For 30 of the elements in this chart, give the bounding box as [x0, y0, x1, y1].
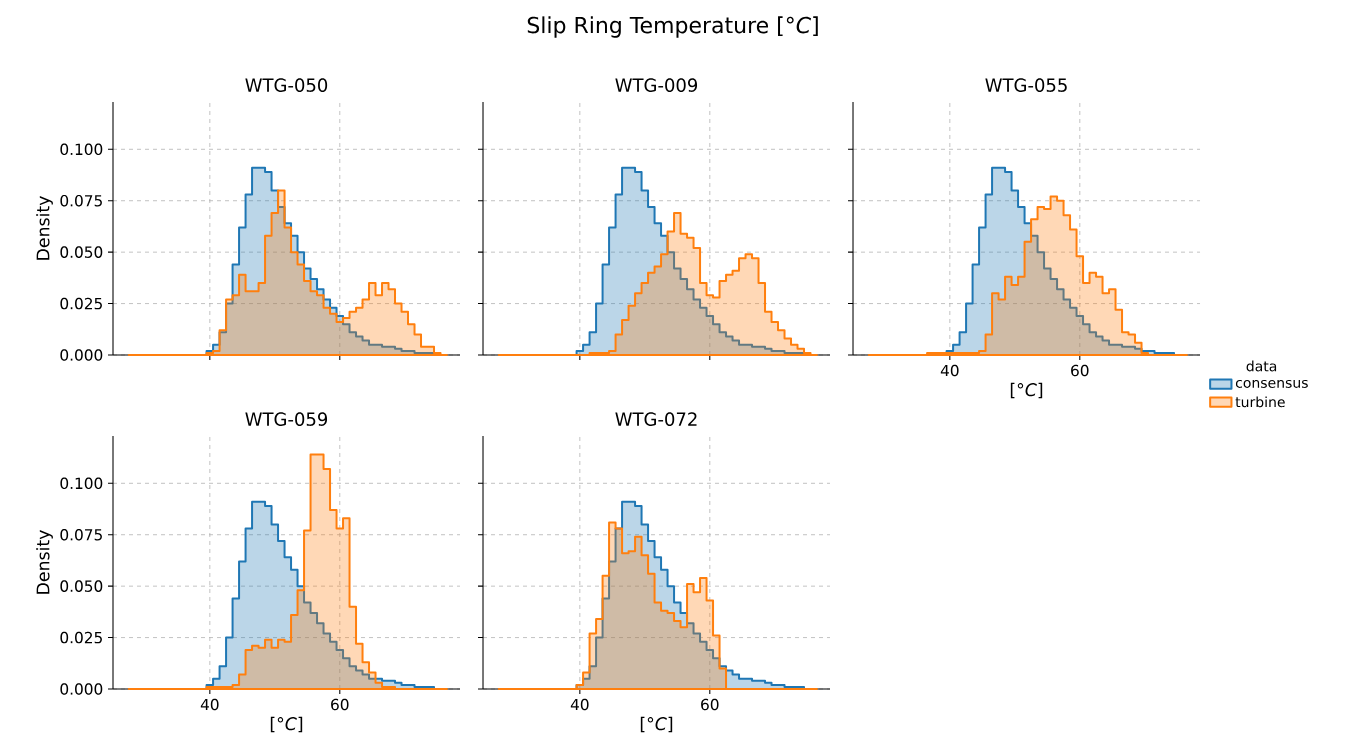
- legend-label: turbine: [1235, 396, 1285, 408]
- y-tick-label: 0.000: [60, 349, 103, 361]
- x-tick-label: 40: [940, 364, 959, 377]
- x-tick-label: 60: [331, 698, 349, 711]
- x-axis-title: [°C]: [270, 716, 303, 733]
- text: Slip Ring Temperature [°C]: [527, 16, 818, 38]
- y-tick-label: 0.050: [60, 246, 103, 258]
- y-tick-label: 0.025: [60, 631, 102, 644]
- y-tick-label: 0.025: [60, 297, 102, 310]
- legend-label: consensus: [1235, 379, 1308, 388]
- chart-title: WTG-050: [245, 78, 328, 92]
- x-axis-title: [°C]: [1010, 382, 1043, 399]
- x-tick-label: 60: [701, 698, 719, 711]
- legend-title: data: [1246, 360, 1277, 372]
- y-tick-label: 0.075: [60, 194, 102, 207]
- chart-title: WTG-072: [615, 412, 697, 426]
- y-tick-label: 0.100: [60, 477, 103, 490]
- y-tick-label: 0.050: [60, 580, 103, 592]
- y-tick-label: 0.000: [60, 683, 103, 695]
- x-tick-label: 40: [200, 698, 219, 711]
- chart-title: WTG-055: [985, 78, 1067, 92]
- y-tick-label: 0.075: [60, 528, 102, 541]
- y-axis-title: Density: [36, 196, 53, 260]
- chart-title: WTG-009: [615, 78, 698, 92]
- y-axis-title: Density: [36, 530, 53, 594]
- y-tick-label: 0.100: [60, 143, 103, 156]
- x-axis-title: [°C]: [640, 716, 673, 733]
- x-tick-label: 40: [570, 698, 589, 711]
- chart-title: WTG-059: [245, 412, 328, 426]
- x-tick-label: 60: [1071, 364, 1089, 377]
